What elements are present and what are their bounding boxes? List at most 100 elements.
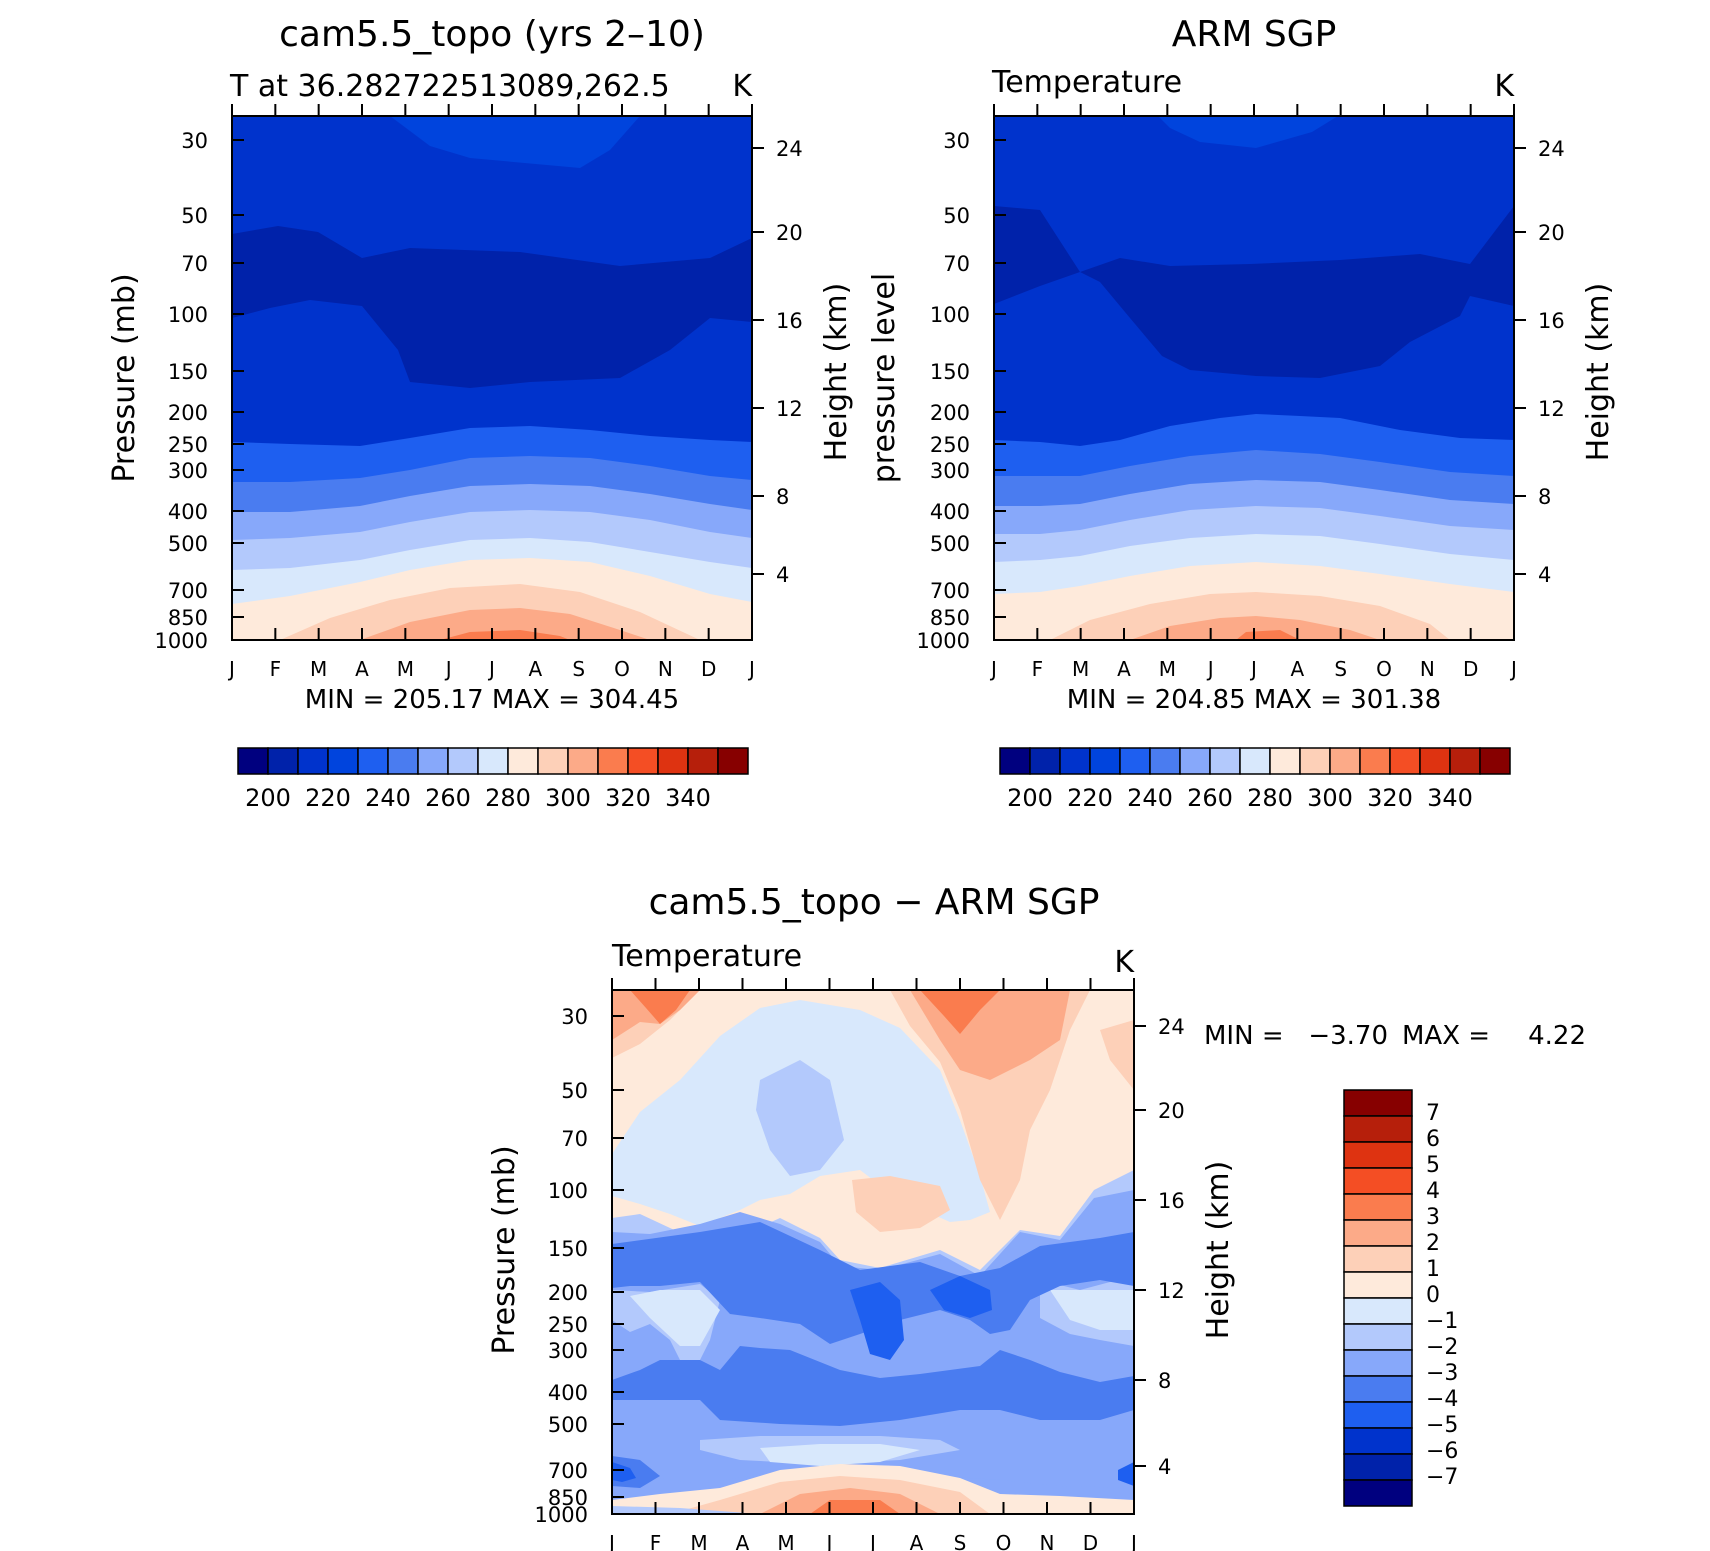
y-tick-label: 700 [548,1459,588,1483]
colorbar-label: 4 [1426,1179,1440,1204]
colorbar-swatch [327,747,359,775]
colorbar-label: 220 [1067,784,1113,812]
colorbar-swatch [477,747,509,775]
colorbar-swatch [1343,1323,1413,1351]
colorbar-swatch [1419,747,1451,775]
contour-band [760,1444,920,1466]
y-tick-label: 400 [548,1381,588,1405]
colorbar-swatch [1359,747,1391,775]
y-tick-label: 100 [168,303,208,327]
y-axis-right-label: Height (km) [1581,283,1616,462]
colorbar-label: 340 [665,784,711,812]
y-tick-label: 50 [561,1079,588,1103]
x-tick-label: S [954,1531,967,1551]
contour-band [756,1060,844,1176]
y-tick-label: 250 [548,1313,588,1337]
y-right-tick-label: 20 [1158,1099,1185,1123]
colorbar-label: 200 [245,784,291,812]
colorbar-label: 260 [425,784,471,812]
colorbar-swatch [1343,1271,1413,1299]
y-right-tick-label: 8 [1158,1369,1171,1393]
panel-obs-units: K [1494,69,1515,104]
x-tick-label: J [1206,657,1214,681]
colorbar-swatch [1343,1245,1413,1273]
colorbar-swatch [357,747,389,775]
colorbar-swatch [1343,1453,1413,1481]
colorbar-label: 260 [1187,784,1233,812]
colorbar-label: 6 [1426,1127,1440,1152]
y-tick-label: 30 [943,129,970,153]
y-right-tick-label: 8 [776,485,789,509]
x-tick-label: J [747,657,755,681]
colorbar-swatch [1299,747,1331,775]
y-tick-label: 150 [548,1237,588,1261]
x-tick-label: N [1420,657,1435,681]
colorbar-swatch [1343,1427,1413,1455]
x-tick-label: F [1032,657,1044,681]
x-tick-label: A [1117,657,1131,681]
min-label: MIN = [1204,1021,1284,1051]
y-tick-label: 1000 [535,1503,588,1527]
colorbar-swatch [447,747,479,775]
colorbar-label: 320 [605,784,651,812]
y-tick-label: 1000 [917,629,970,653]
contour-band [630,990,690,1024]
colorbar-label: 240 [365,784,411,812]
x-tick-label: S [1334,657,1347,681]
colorbar: 200 220 240 260 280 300 320 340 [999,747,1511,812]
colorbar-swatch [1029,747,1061,775]
panel-obs-subtitle: Temperature [991,65,1182,100]
y-right-tick-label: 16 [1538,309,1565,333]
y-axis-right-label: Height (km) [1201,1161,1236,1340]
y-tick-label: 500 [168,532,208,556]
colorbar-swatch [1343,1193,1413,1221]
y-right-tick-label: 24 [1538,137,1565,161]
panel-obs-title: ARM SGP [1172,14,1337,55]
min-max-stats: MIN = 204.85 MAX = 301.38 [1067,685,1441,715]
y-tick-label: 100 [548,1179,588,1203]
y-right-tick-label: 12 [1538,397,1565,421]
colorbar-label: −3 [1426,1361,1458,1386]
x-tick-label: J [444,657,452,681]
x-tick-label: M [1159,657,1176,681]
x-tick-label: A [355,657,369,681]
y-tick-label: 300 [548,1339,588,1363]
y-tick-label: 400 [168,500,208,524]
x-tick-label: O [1376,657,1392,681]
colorbar-swatch [1343,1479,1413,1507]
colorbar-label: −1 [1426,1309,1458,1334]
colorbar-swatch [1149,747,1181,775]
colorbar-label: 300 [545,784,591,812]
contour-band [920,990,1000,1034]
x-tick-label: F [650,1531,662,1551]
y-tick-label: 100 [930,303,970,327]
y-tick-label: 250 [930,433,970,457]
contour-band [1050,592,1450,640]
x-tick-label: J [227,657,235,681]
y-tick-label: 50 [943,204,970,228]
colorbar-swatch [1343,1089,1413,1117]
y-right-tick-label: 24 [776,137,803,161]
x-tick-label: A [736,1531,750,1551]
colorbar-label: 340 [1427,784,1473,812]
x-tick-label: M [397,657,414,681]
colorbar-swatch [1089,747,1121,775]
colorbar-swatch [267,747,299,775]
y-tick-label: 400 [930,500,970,524]
y-tick-label: 500 [930,532,970,556]
y-tick-label: 200 [930,401,970,425]
colorbar-swatch [237,747,269,775]
colorbar-swatch [1329,747,1361,775]
panel-obs: ARM SGP Temperature K J F M A M J J A S O N D J 30 50 7… [867,14,1616,812]
y-right-tick-label: 4 [776,563,789,587]
contour-band [850,1282,904,1360]
colorbar-swatch [507,747,539,775]
y-right-tick-label: 4 [1158,1455,1171,1479]
colorbar-swatch [1479,747,1511,775]
contour-band [810,1500,900,1514]
y-tick-label: 50 [181,204,208,228]
panel-diff-field [612,990,1134,1514]
y-tick-label: 850 [168,606,208,630]
y-tick-label: 850 [930,606,970,630]
colorbar-swatch [1119,747,1151,775]
